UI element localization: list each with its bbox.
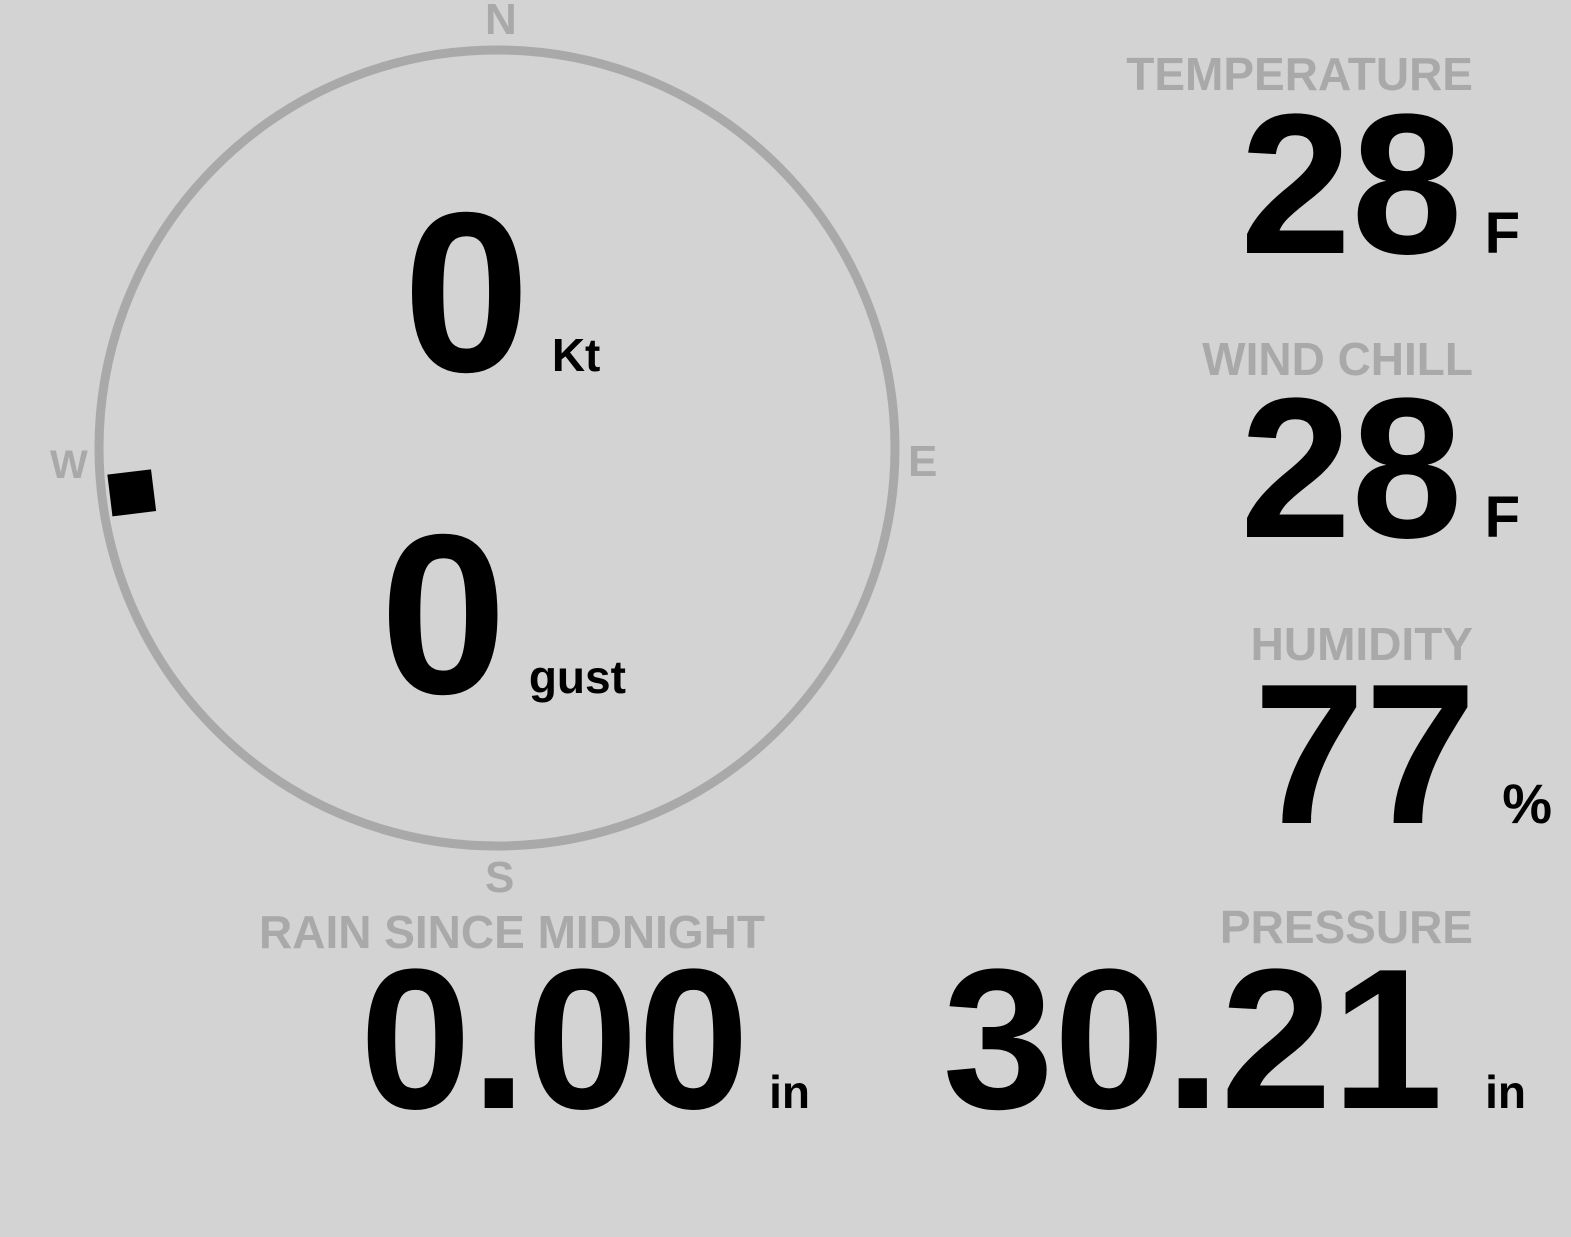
humidity-readout: 77 % (1253, 643, 1552, 866)
wind-chill-unit: F (1484, 485, 1520, 550)
temperature-unit: F (1484, 201, 1520, 266)
compass-north-label: N (485, 0, 517, 44)
gust-readout: 0 gust (380, 488, 626, 742)
rain-label: RAIN SINCE MIDNIGHT (259, 906, 765, 958)
gust-value: 0 (380, 488, 507, 742)
wind-chill-value: 28 (1240, 357, 1463, 580)
wind-speed-value: 0 (403, 166, 530, 420)
pressure-unit: in (1485, 1066, 1526, 1118)
pressure-value: 30.21 (942, 928, 1444, 1151)
wind-chill-readout: 28 F (1240, 357, 1520, 580)
compass-west-label: W (50, 443, 88, 487)
wind-speed-unit: Kt (551, 329, 601, 381)
rain-value: 0.00 (359, 928, 750, 1151)
compass-dial (94, 45, 900, 851)
compass-south-label: S (485, 853, 515, 902)
temperature-readout: 28 F (1240, 73, 1520, 296)
gust-unit: gust (528, 651, 626, 703)
pressure-readout: 30.21 in (942, 928, 1526, 1151)
temperature-value: 28 (1240, 73, 1463, 296)
rain-readout: 0.00 in (359, 928, 810, 1151)
compass-east-label: E (908, 437, 938, 486)
pressure-label: PRESSURE (1219, 901, 1473, 953)
humidity-unit: % (1502, 772, 1552, 835)
humidity-value: 77 (1253, 643, 1477, 866)
wind-direction-marker (107, 469, 157, 517)
temperature-label: TEMPERATURE (1126, 48, 1473, 100)
humidity-label: HUMIDITY (1250, 618, 1473, 670)
wind-chill-label: WIND CHILL (1202, 333, 1473, 385)
rain-unit: in (769, 1066, 810, 1118)
wind-speed-readout: 0 Kt (403, 166, 601, 420)
compass-ring (94, 45, 900, 851)
